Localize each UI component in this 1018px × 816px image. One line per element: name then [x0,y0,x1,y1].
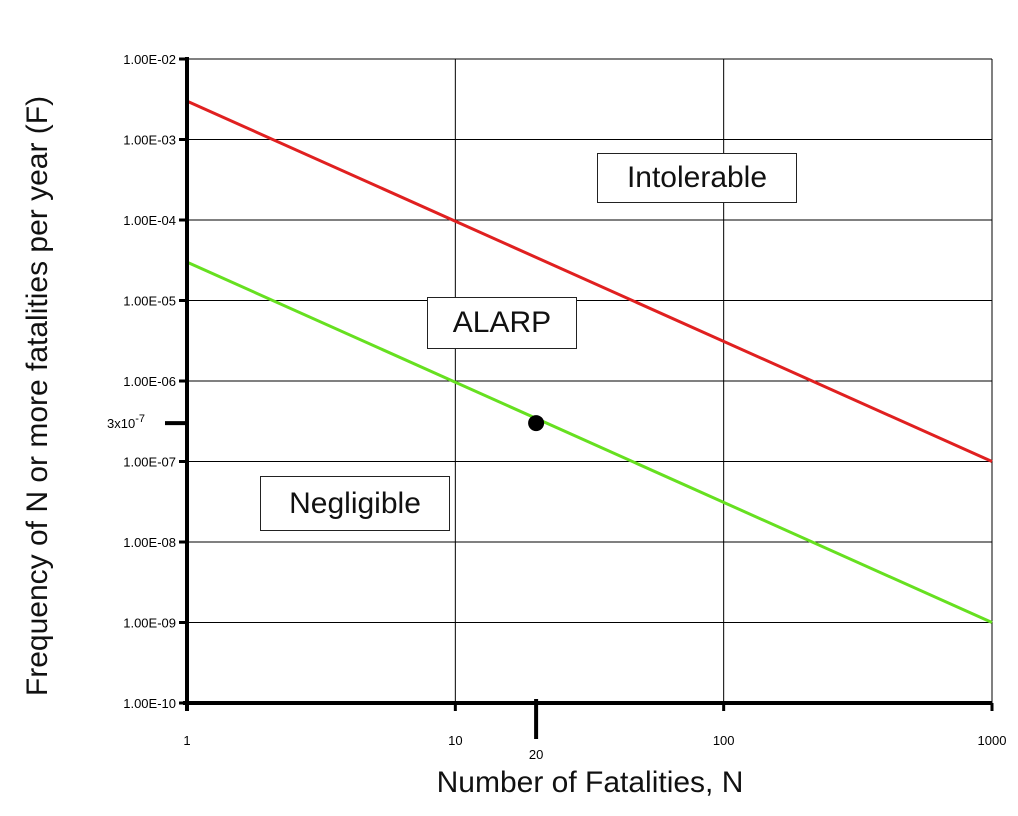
y-tick-labels: 1.00E-02 1.00E-03 1.00E-04 1.00E-05 1.00E-06… [107,52,176,711]
series-line-0 [186,99,993,463]
y-tick-label: 1.00E-02 [123,52,176,67]
y-tick-label: 1.00E-05 [123,294,176,309]
data-point [528,415,545,432]
y-tick-label: 1.00E-09 [123,616,176,631]
y-tick-label: 1.00E-07 [123,455,176,470]
x-extra-tick-label: 20 [529,747,543,762]
y-tick-label: 1.00E-04 [123,213,176,228]
x-tick-label: 1000 [978,733,1007,748]
series-line-1 [186,260,993,624]
x-tick-label: 100 [713,733,735,748]
y-tick-label: 1.00E-10 [123,696,176,711]
y-axis-label: Frequency of N or more fatalities per ye… [21,95,54,697]
x-axis-label: Number of Fatalities, N [436,766,744,799]
region-label-intolerable: Intolerable [597,153,797,203]
y-tick-label: 1.00E-06 [123,374,176,389]
y-axis-label-wrap: Frequency of N or more fatalities per ye… [0,0,60,816]
y-tick-label: 1.00E-03 [123,133,176,148]
x-tick-label: 1 [183,733,190,748]
y-tick-label: 1.00E-08 [123,535,176,550]
region-label-negligible: Negligible [260,476,450,531]
x-tick-label: 10 [448,733,462,748]
y-extra-tick-label: 3x10-7 [107,413,145,431]
axes [165,57,994,739]
x-tick-labels: 1 10 100 1000 20 [183,733,1006,762]
data-points [528,415,545,432]
series-lines [186,99,993,624]
region-label-alarp: ALARP [427,297,577,349]
